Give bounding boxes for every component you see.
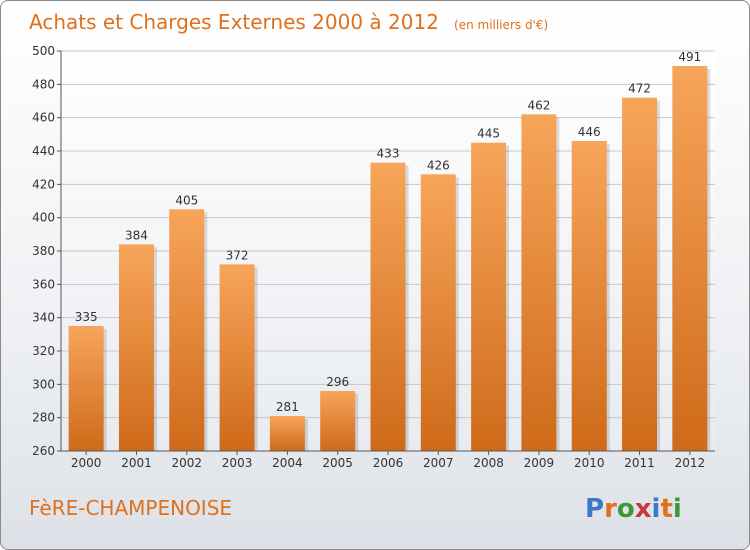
data-label: 281 bbox=[276, 400, 299, 414]
x-tick-label: 2012 bbox=[675, 456, 706, 470]
y-tick-label: 500 bbox=[32, 44, 55, 58]
y-tick-label: 300 bbox=[32, 377, 55, 391]
logo-letter: r bbox=[604, 494, 617, 524]
y-tick-label: 380 bbox=[32, 244, 55, 258]
bar bbox=[68, 326, 104, 451]
bar bbox=[420, 174, 456, 452]
data-label: 472 bbox=[628, 82, 651, 96]
bar bbox=[169, 209, 205, 451]
bar bbox=[219, 264, 255, 451]
x-tick-label: 2001 bbox=[121, 456, 152, 470]
bars: 335 384 405 372 281 296 433 426 445 462 446 472 491 bbox=[68, 50, 711, 452]
x-tick-label: 2011 bbox=[624, 456, 655, 470]
y-tick-label: 320 bbox=[32, 344, 55, 358]
y-tick-label: 360 bbox=[32, 277, 55, 291]
y-tick-label: 440 bbox=[32, 144, 55, 158]
y-tick-label: 480 bbox=[32, 77, 55, 91]
y-tick-label: 420 bbox=[32, 177, 55, 191]
x-tick-label: 2006 bbox=[373, 456, 404, 470]
logo-letter: x bbox=[635, 494, 652, 524]
x-tick-label: 2000 bbox=[71, 456, 102, 470]
bar bbox=[320, 391, 356, 451]
logo-letter: i bbox=[652, 494, 661, 524]
bar bbox=[672, 66, 708, 451]
x-tick-label: 2004 bbox=[272, 456, 303, 470]
data-label: 426 bbox=[427, 158, 450, 172]
y-tick-label: 460 bbox=[32, 111, 55, 125]
y-tick-label: 260 bbox=[32, 444, 55, 458]
data-label: 296 bbox=[326, 375, 349, 389]
data-label: 446 bbox=[578, 125, 601, 139]
data-label: 384 bbox=[125, 228, 148, 242]
bar bbox=[521, 114, 557, 451]
data-label: 462 bbox=[527, 98, 550, 112]
data-label: 445 bbox=[477, 127, 500, 141]
x-tick-label: 2003 bbox=[222, 456, 253, 470]
x-tick-label: 2002 bbox=[171, 456, 202, 470]
x-tick-label: 2007 bbox=[423, 456, 454, 470]
bar bbox=[471, 142, 507, 451]
x-axis: 2000 2001 2002 2003 2004 2005 2006 2007 2008 2009… bbox=[61, 450, 715, 470]
logo-letter: i bbox=[673, 494, 682, 524]
x-tick-label: 2010 bbox=[574, 456, 605, 470]
data-label: 405 bbox=[175, 193, 198, 207]
logo-letter: o bbox=[617, 494, 635, 524]
data-label: 372 bbox=[226, 248, 249, 262]
y-tick-label: 280 bbox=[32, 411, 55, 425]
bar bbox=[118, 244, 154, 451]
y-tick-label: 400 bbox=[32, 211, 55, 225]
x-tick-label: 2005 bbox=[322, 456, 353, 470]
bar bbox=[370, 162, 406, 451]
proxiti-logo: Proxiti bbox=[585, 494, 682, 524]
y-tick-label: 340 bbox=[32, 311, 55, 325]
logo-letter: P bbox=[585, 494, 604, 524]
city-name: FèRE-CHAMPENOISE bbox=[29, 496, 232, 520]
x-tick-label: 2009 bbox=[524, 456, 555, 470]
y-axis: 260 280 300 320 340 360 380 400 420 440 460 480 500 bbox=[32, 44, 62, 458]
bar bbox=[622, 97, 658, 452]
logo-letter: t bbox=[660, 494, 672, 524]
data-label: 491 bbox=[678, 50, 701, 64]
chart-title: Achats et Charges Externes 2000 à 2012 (… bbox=[29, 10, 548, 34]
bar bbox=[571, 141, 607, 451]
x-tick-label: 2008 bbox=[473, 456, 504, 470]
bar bbox=[269, 416, 305, 451]
data-label: 335 bbox=[75, 310, 98, 324]
data-label: 433 bbox=[377, 147, 400, 161]
